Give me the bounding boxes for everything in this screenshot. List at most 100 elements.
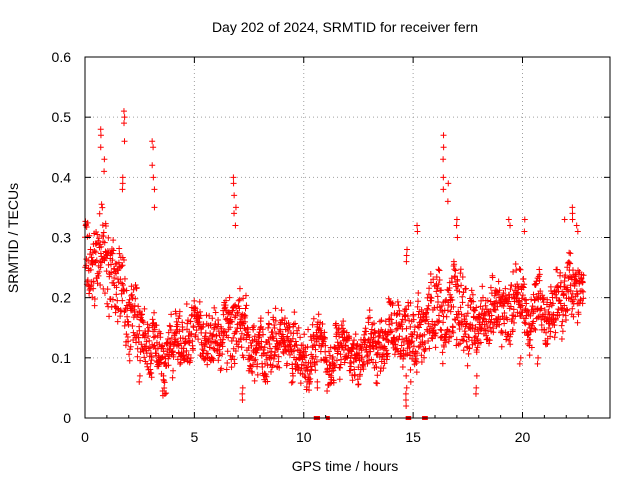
data-point <box>91 295 98 302</box>
data-point <box>571 282 578 289</box>
data-point <box>395 302 402 309</box>
data-point <box>218 365 225 372</box>
data-point <box>84 219 91 226</box>
y-tick-label: 0.3 <box>52 230 72 246</box>
data-point <box>248 342 255 349</box>
x-tick-label: 5 <box>190 429 198 445</box>
data-point <box>257 315 264 322</box>
data-point <box>436 267 443 274</box>
data-point <box>99 222 106 229</box>
data-point <box>559 318 566 325</box>
data-point <box>273 330 280 337</box>
data-point <box>521 296 528 303</box>
data-point <box>108 269 115 276</box>
data-point <box>549 312 556 319</box>
data-point <box>507 286 514 293</box>
data-point <box>266 340 273 347</box>
data-point <box>109 250 116 257</box>
data-point <box>119 174 126 181</box>
data-point <box>403 372 410 379</box>
data-point <box>228 364 235 371</box>
data-point <box>579 300 586 307</box>
data-point <box>557 269 564 276</box>
data-point <box>121 114 128 121</box>
data-point <box>566 249 573 256</box>
x-tick-label: 20 <box>515 429 531 445</box>
data-point <box>112 309 119 316</box>
data-point <box>496 287 503 294</box>
data-point <box>434 293 441 300</box>
data-point <box>129 322 136 329</box>
data-point <box>211 304 218 311</box>
data-point <box>212 339 219 346</box>
data-point <box>413 335 420 342</box>
data-point <box>396 311 403 318</box>
data-point <box>579 279 586 286</box>
data-point <box>403 258 410 265</box>
data-point <box>351 371 358 378</box>
data-point <box>127 343 134 350</box>
data-point <box>261 344 268 351</box>
data-point <box>565 259 572 266</box>
data-point <box>445 180 452 187</box>
data-point <box>123 331 130 338</box>
data-point <box>472 307 479 314</box>
data-point <box>464 310 471 317</box>
data-point <box>231 314 238 321</box>
data-point <box>505 337 512 344</box>
data-point <box>357 371 364 378</box>
data-point <box>90 285 97 292</box>
data-point <box>391 351 398 358</box>
data-point <box>570 313 577 320</box>
data-point <box>452 273 459 280</box>
data-point <box>353 356 360 363</box>
data-point <box>290 372 297 379</box>
data-point <box>364 352 371 359</box>
data-point <box>126 351 133 358</box>
data-point <box>193 327 200 334</box>
data-point <box>324 388 331 395</box>
data-point <box>118 263 125 270</box>
data-point <box>457 340 464 347</box>
data-point <box>200 347 207 354</box>
data-point <box>400 347 407 354</box>
data-point <box>531 325 538 332</box>
data-point <box>125 321 132 328</box>
data-point <box>441 343 448 350</box>
data-point <box>505 216 512 223</box>
data-point <box>400 355 407 362</box>
data-point <box>231 192 238 199</box>
data-point <box>340 337 347 344</box>
data-point <box>426 285 433 292</box>
data-point <box>386 315 393 322</box>
data-point <box>512 260 519 267</box>
data-point <box>258 338 265 345</box>
data-point <box>458 282 465 289</box>
data-point <box>516 298 523 305</box>
data-point <box>105 234 112 241</box>
data-point <box>446 285 453 292</box>
data-point <box>187 354 194 361</box>
data-point <box>509 326 516 333</box>
data-point <box>563 306 570 313</box>
data-point <box>289 378 296 385</box>
data-point <box>440 132 447 139</box>
data-point <box>297 334 304 341</box>
data-point <box>224 348 231 355</box>
data-point <box>460 337 467 344</box>
data-point <box>428 279 435 286</box>
data-point <box>301 348 308 355</box>
data-point <box>473 304 480 311</box>
data-point <box>183 300 190 307</box>
data-point <box>386 321 393 328</box>
data-point <box>459 274 466 281</box>
data-point <box>406 317 413 324</box>
data-point <box>459 299 466 306</box>
data-point <box>536 277 543 284</box>
data-point <box>547 299 554 306</box>
data-point <box>313 358 320 365</box>
data-point <box>492 306 499 313</box>
data-point <box>418 358 425 365</box>
data-point <box>376 340 383 347</box>
